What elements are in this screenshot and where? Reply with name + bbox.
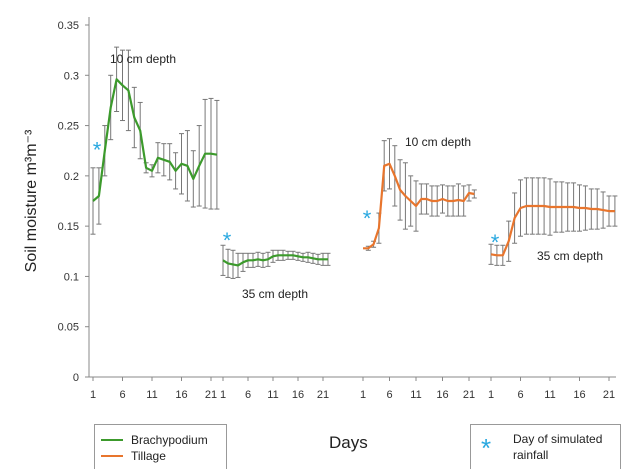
- legend-swatch-orange: [101, 455, 123, 457]
- depth-annotation: 10 cm depth: [405, 135, 471, 149]
- legend-item-brachypodium: Brachypodium: [101, 433, 208, 447]
- x-tick-label: 16: [573, 389, 585, 401]
- series-line-brachypodium: [222, 254, 328, 267]
- rainfall-marker-icon: *: [363, 206, 372, 231]
- x-axis-title: Days: [329, 433, 368, 452]
- y-axis-title: Soil moisture m³m⁻³: [23, 129, 40, 272]
- series-legend: Brachypodium Tillage: [94, 424, 227, 469]
- x-tick-label: 11: [267, 389, 278, 401]
- y-tick-label: 0.25: [58, 121, 79, 133]
- y-tick-label: 0.35: [58, 20, 79, 32]
- x-tick-label: 11: [544, 389, 555, 401]
- legend-swatch-green: [101, 439, 123, 441]
- rainfall-legend-line2: rainfall: [513, 448, 549, 462]
- y-tick-label: 0.05: [58, 322, 79, 334]
- y-tick-label: 0.2: [64, 171, 79, 183]
- y-tick-label: 0.3: [64, 70, 79, 82]
- x-tick-label: 6: [245, 389, 251, 401]
- x-tick-label: 21: [463, 389, 475, 401]
- depth-annotation: 35 cm depth: [242, 287, 308, 301]
- x-tick-label: 1: [360, 389, 366, 401]
- x-tick-label: 21: [205, 389, 217, 401]
- x-tick-label: 6: [517, 389, 523, 401]
- rainfall-marker-icon: *: [491, 230, 500, 255]
- x-tick-label: 6: [119, 389, 125, 401]
- x-tick-label: 11: [146, 389, 157, 401]
- x-tick-label: 1: [488, 389, 494, 401]
- rainfall-marker-icon: *: [223, 228, 232, 253]
- y-tick-label: 0.15: [58, 221, 79, 233]
- series-line-tillage: [363, 162, 475, 250]
- rainfall-marker-icon: *: [481, 433, 492, 463]
- depth-annotation: 35 cm depth: [537, 249, 603, 263]
- x-tick-label: 1: [90, 389, 96, 401]
- legend-label-brachypodium: Brachypodium: [131, 433, 208, 447]
- series-line-tillage: [490, 204, 615, 257]
- x-tick-label: 11: [410, 389, 421, 401]
- rainfall-marker-icon: *: [93, 138, 102, 163]
- rainfall-legend-line1: Day of simulated: [513, 432, 603, 446]
- x-tick-label: 21: [317, 389, 329, 401]
- legend-label-tillage: Tillage: [131, 449, 166, 463]
- x-tick-label: 16: [175, 389, 187, 401]
- y-tick-label: 0.1: [64, 271, 79, 283]
- x-tick-label: 16: [292, 389, 304, 401]
- x-tick-label: 1: [220, 389, 226, 401]
- depth-annotation: 10 cm depth: [110, 52, 176, 66]
- x-tick-label: 16: [436, 389, 448, 401]
- y-tick-label: 0: [73, 372, 79, 384]
- rainfall-legend: * Day of simulated rainfall: [470, 424, 621, 469]
- x-tick-label: 21: [603, 389, 615, 401]
- legend-item-tillage: Tillage: [101, 449, 166, 463]
- series-line-brachypodium: [92, 78, 218, 202]
- x-tick-label: 6: [386, 389, 392, 401]
